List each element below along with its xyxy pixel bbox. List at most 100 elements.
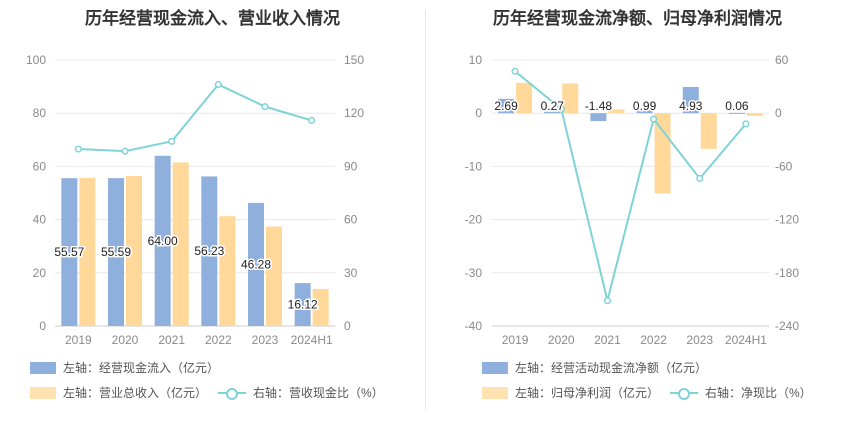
- y-left-tick-label: 40: [33, 213, 47, 227]
- legend-item-net-cash[interactable]: 左轴：经营活动现金流净额（亿元）: [482, 359, 707, 376]
- x-tick-label: 2022: [205, 333, 232, 347]
- legend-label: 左轴：归母净利润（亿元）: [515, 386, 660, 400]
- data-label: 2.69: [494, 99, 518, 113]
- bar-series1: [154, 155, 171, 326]
- bar-series2: [219, 216, 236, 326]
- y-left-tick-label: -10: [465, 159, 483, 173]
- bar-series2: [608, 109, 625, 114]
- x-tick-label: 2024H1: [291, 333, 333, 347]
- x-tick-label: 2023: [252, 333, 279, 347]
- legend-swatch-blue: [30, 361, 56, 374]
- legend-item-ratio[interactable]: 右轴：净现比（%）: [670, 384, 812, 401]
- y-right-tick-label: -60: [775, 159, 793, 173]
- bar-series1: [294, 283, 311, 326]
- data-label: 56.23: [194, 244, 224, 258]
- bar-series2: [746, 113, 763, 116]
- legend-label: 左轴：经营现金流入（亿元）: [63, 361, 220, 375]
- legend-item-ratio[interactable]: 右轴：营收现金比（%）: [218, 384, 384, 401]
- line-series: [78, 83, 312, 153]
- y-right-tick-label: 60: [344, 213, 358, 227]
- x-tick-label: 2023: [686, 333, 713, 347]
- data-label: 55.59: [101, 245, 131, 259]
- bar-series2: [126, 175, 142, 326]
- panel-divider: [425, 10, 426, 410]
- data-label: 4.93: [679, 99, 703, 113]
- x-tick-label: 2019: [65, 333, 92, 347]
- x-tick-label: 2019: [502, 333, 529, 347]
- bar-series1: [728, 112, 745, 114]
- chart-net-cash-profit: -40 -30 -20 -10 0 10 -240 -180 -120 -60 0 60 2019 202…: [465, 53, 800, 347]
- y-right-tick-label: 0: [775, 106, 782, 120]
- chart-title: 历年经营现金流净额、归母净利润情况: [493, 9, 782, 28]
- bar-series2: [700, 113, 717, 149]
- bar-series1: [544, 111, 561, 114]
- bar-series2: [654, 113, 671, 194]
- x-tick-label: 2022: [640, 333, 667, 347]
- legend-label: 右轴：营收现金比（%）: [253, 386, 384, 400]
- y-right-tick-label: -120: [775, 213, 799, 227]
- y-right-tick-label: -180: [775, 266, 799, 280]
- x-tick-label: 2021: [594, 333, 621, 347]
- bar-series2: [516, 82, 533, 114]
- bar-series2: [562, 83, 579, 114]
- bar-series1: [108, 178, 124, 326]
- y-right-tick-label: 30: [344, 266, 358, 280]
- bar-series1: [682, 86, 699, 114]
- chart-panel-net-cash: 历年经营现金流净额、归母净利润情况 -40 -30 -20 -10 0 10 -240 -18…: [425, 0, 850, 437]
- y-left-tick-label: 60: [33, 159, 47, 173]
- bar-series1: [498, 98, 515, 114]
- y-right-tick-label: 120: [344, 106, 364, 120]
- y-left-tick-label: 20: [33, 266, 47, 280]
- line-point: [214, 80, 222, 89]
- legend-line-icon: [218, 387, 246, 400]
- y-right-tick-label: -240: [775, 319, 799, 333]
- line-point: [742, 120, 750, 128]
- line-point: [696, 174, 704, 183]
- legend-swatch-orange: [30, 386, 56, 399]
- x-tick-label: 2020: [112, 333, 139, 347]
- y-left-tick-label: -30: [465, 266, 483, 280]
- data-label: 0.06: [725, 99, 749, 113]
- line-series: [514, 70, 747, 301]
- y-left-tick-label: -40: [465, 319, 483, 333]
- x-tick-label: 2024H1: [725, 333, 767, 347]
- bar-series1: [590, 113, 607, 122]
- line-point: [650, 115, 658, 123]
- bar-series1: [201, 176, 218, 326]
- y-left-tick-label: 0: [39, 319, 46, 333]
- line-point: [121, 147, 129, 155]
- legend-item-revenue[interactable]: 左轴：营业总收入（亿元）: [30, 384, 207, 401]
- data-label: 55.57: [54, 245, 84, 259]
- chart-panel-cash-inflow: 历年经营现金流入、营业收入情况 0 20 40 60 80 100 0 30 60 90 120 15…: [26, 9, 384, 401]
- data-label: 16.12: [288, 298, 318, 312]
- data-label: -1.48: [585, 99, 613, 113]
- y-right-tick-label: 0: [344, 319, 351, 333]
- x-tick-label: 2020: [548, 333, 575, 347]
- bar-series2: [266, 226, 282, 326]
- legend-label: 左轴：经营活动现金流净额（亿元）: [515, 361, 708, 375]
- y-left-tick-label: 100: [26, 53, 46, 67]
- legend-item-cash-inflow[interactable]: 左轴：经营现金流入（亿元）: [30, 359, 219, 376]
- legend-item-net-profit[interactable]: 左轴：归母净利润（亿元）: [482, 384, 659, 401]
- legend-line-icon: [670, 387, 698, 400]
- line-point: [603, 297, 611, 305]
- y-right-tick-label: 60: [775, 53, 789, 67]
- y-right-tick-label: 90: [344, 159, 358, 173]
- line-point: [557, 105, 565, 113]
- line-point: [261, 103, 269, 111]
- y-right-tick-label: 150: [344, 53, 364, 67]
- legend-swatch-orange: [482, 386, 508, 399]
- data-label: 0.99: [633, 99, 657, 113]
- bar-series1: [248, 202, 264, 326]
- bar-series1: [61, 178, 78, 326]
- line-point: [74, 145, 82, 153]
- bar-series2: [79, 177, 96, 326]
- line-point: [168, 137, 176, 145]
- data-label: 0.27: [541, 99, 565, 113]
- legend-label: 左轴：营业总收入（亿元）: [63, 386, 208, 400]
- y-left-tick-label: -20: [465, 213, 483, 227]
- data-label: 64.00: [148, 234, 178, 248]
- legend-swatch-blue: [482, 361, 508, 374]
- line-point: [511, 67, 519, 75]
- x-tick-label: 2021: [158, 333, 185, 347]
